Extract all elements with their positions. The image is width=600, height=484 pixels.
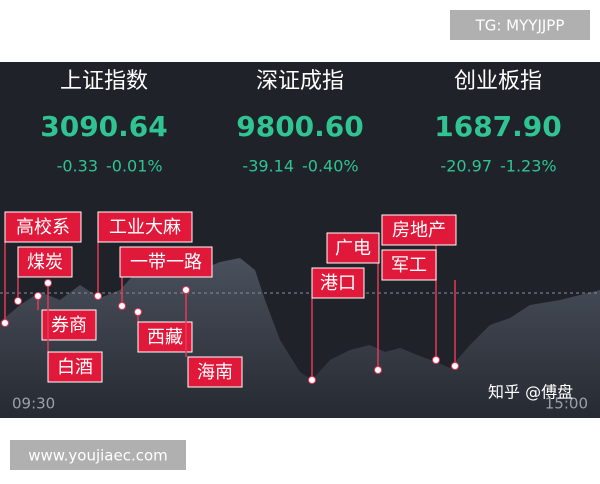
index-name: 创业板指 bbox=[454, 69, 542, 94]
annotation-label: 房地产 bbox=[392, 220, 446, 241]
time-end: 15:00 bbox=[545, 395, 588, 413]
index-percent: -0.01% bbox=[106, 157, 163, 176]
index-name: 上证指数 bbox=[60, 69, 148, 94]
index-change: -20.97 bbox=[440, 157, 492, 176]
annotation-box bbox=[97, 211, 193, 243]
watermark: www.youjiaec.com bbox=[28, 447, 168, 465]
annotation-label: 券商 bbox=[51, 315, 87, 336]
annotation-box bbox=[47, 351, 103, 383]
annotation-dot bbox=[1, 319, 9, 327]
index-name: 深证成指 bbox=[256, 69, 344, 94]
annotation-dot bbox=[182, 286, 190, 294]
annotation-label: 煤炭 bbox=[27, 252, 63, 273]
annotation-box bbox=[381, 249, 437, 281]
annotation-label: 西藏 bbox=[147, 327, 183, 348]
index-value: 3090.64 bbox=[40, 110, 168, 143]
time-start: 09:30 bbox=[12, 395, 55, 413]
annotation-dot bbox=[134, 308, 142, 316]
annotation-label: 一带一路 bbox=[130, 252, 202, 273]
index-value: 9800.60 bbox=[236, 110, 364, 143]
annotation-label: 海南 bbox=[197, 362, 233, 383]
index-change: -39.14 bbox=[242, 157, 294, 176]
annotation-dot bbox=[432, 356, 440, 364]
annotation-label: 高校系 bbox=[16, 217, 70, 238]
annotation-box bbox=[381, 214, 457, 246]
annotation-dot bbox=[14, 297, 22, 305]
annotation-box bbox=[187, 356, 243, 388]
annotation-label: 军工 bbox=[391, 255, 427, 276]
annotation-box bbox=[137, 321, 193, 353]
index-percent: -0.40% bbox=[302, 157, 359, 176]
annotation-box bbox=[119, 246, 213, 278]
annotation-dot bbox=[94, 292, 102, 300]
watermark-box bbox=[450, 10, 590, 40]
credit: 知乎 @傅盘 bbox=[488, 383, 573, 402]
index-change: -0.33 bbox=[57, 157, 98, 176]
annotation-dot bbox=[34, 292, 42, 300]
watermark-box bbox=[10, 440, 186, 470]
annotation-box bbox=[311, 267, 365, 299]
watermark: TG: MYYJJPP bbox=[475, 17, 565, 35]
annotation-dot bbox=[118, 302, 126, 310]
annotation-label: 港口 bbox=[320, 273, 356, 294]
index-value: 1687.90 bbox=[434, 110, 562, 143]
intraday-area bbox=[0, 258, 600, 418]
index-percent: -1.23% bbox=[500, 157, 557, 176]
annotation-dot bbox=[374, 366, 382, 374]
annotation-dot bbox=[308, 376, 316, 384]
annotation-box bbox=[41, 309, 97, 341]
annotation-box bbox=[17, 246, 73, 278]
annotation-label: 白酒 bbox=[57, 357, 93, 378]
annotation-dot bbox=[44, 279, 52, 287]
annotation-label: 工业大麻 bbox=[109, 217, 181, 238]
annotation-dot bbox=[451, 362, 459, 370]
annotation-box bbox=[326, 232, 380, 264]
annotation-box bbox=[4, 211, 82, 243]
annotation-label: 广电 bbox=[335, 238, 371, 259]
